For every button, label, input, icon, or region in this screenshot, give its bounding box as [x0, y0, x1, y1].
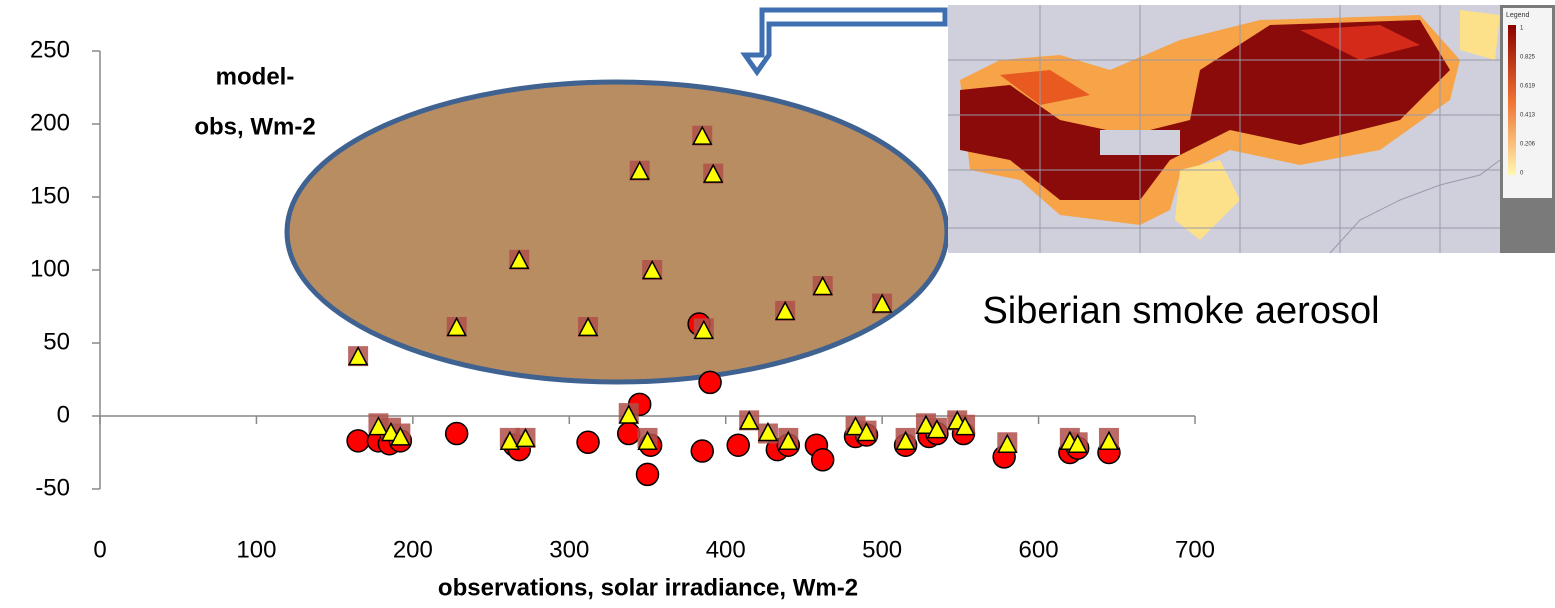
x-tick-label: 100	[236, 536, 276, 563]
map-legend-label: 0.413	[1520, 113, 1536, 119]
y-axis-label: model-	[216, 63, 295, 90]
x-tick-label: 0	[93, 536, 106, 563]
x-tick-label: 400	[706, 536, 746, 563]
arrow	[745, 10, 945, 72]
chart: -50 0 50 100 150 200 250 0 100 200 300 400 500 600 700…	[0, 0, 1555, 608]
point	[691, 440, 713, 462]
x-tick-label: 500	[862, 536, 902, 563]
map-legend-title: Legend	[1506, 12, 1529, 19]
y-tick-label: -50	[35, 474, 70, 501]
annotation: Siberian smoke aerosol	[982, 290, 1379, 332]
x-tick-label: 300	[549, 536, 589, 563]
x-axis-label: observations, solar irradiance, Wm-2	[438, 574, 858, 601]
y-tick-label: 250	[30, 36, 70, 63]
point	[812, 449, 834, 471]
y-tick-label: 50	[43, 328, 70, 355]
x-tick-label: 600	[1019, 536, 1059, 563]
point	[618, 423, 640, 445]
highlight-ellipse	[287, 82, 947, 382]
y-tick-label: 0	[57, 401, 70, 428]
page: {"chart_data": {"type": "scatter", "xlab…	[0, 0, 1555, 608]
x-tick-label: 200	[393, 536, 433, 563]
point	[347, 430, 369, 452]
y-tick-label: 200	[30, 109, 70, 136]
point	[446, 423, 468, 445]
map-legend-label: 0.825	[1520, 55, 1536, 61]
x-tick-label: 700	[1175, 536, 1215, 563]
y-axis-label: obs, Wm-2	[194, 113, 315, 140]
point	[727, 434, 749, 456]
map-legend-label: 0.206	[1520, 142, 1536, 148]
map-legend-label: 0.619	[1520, 84, 1536, 90]
point	[577, 431, 599, 453]
y-tick-label: 100	[30, 255, 70, 282]
y-tick-label: 150	[30, 182, 70, 209]
point	[637, 463, 659, 485]
point	[699, 371, 721, 393]
